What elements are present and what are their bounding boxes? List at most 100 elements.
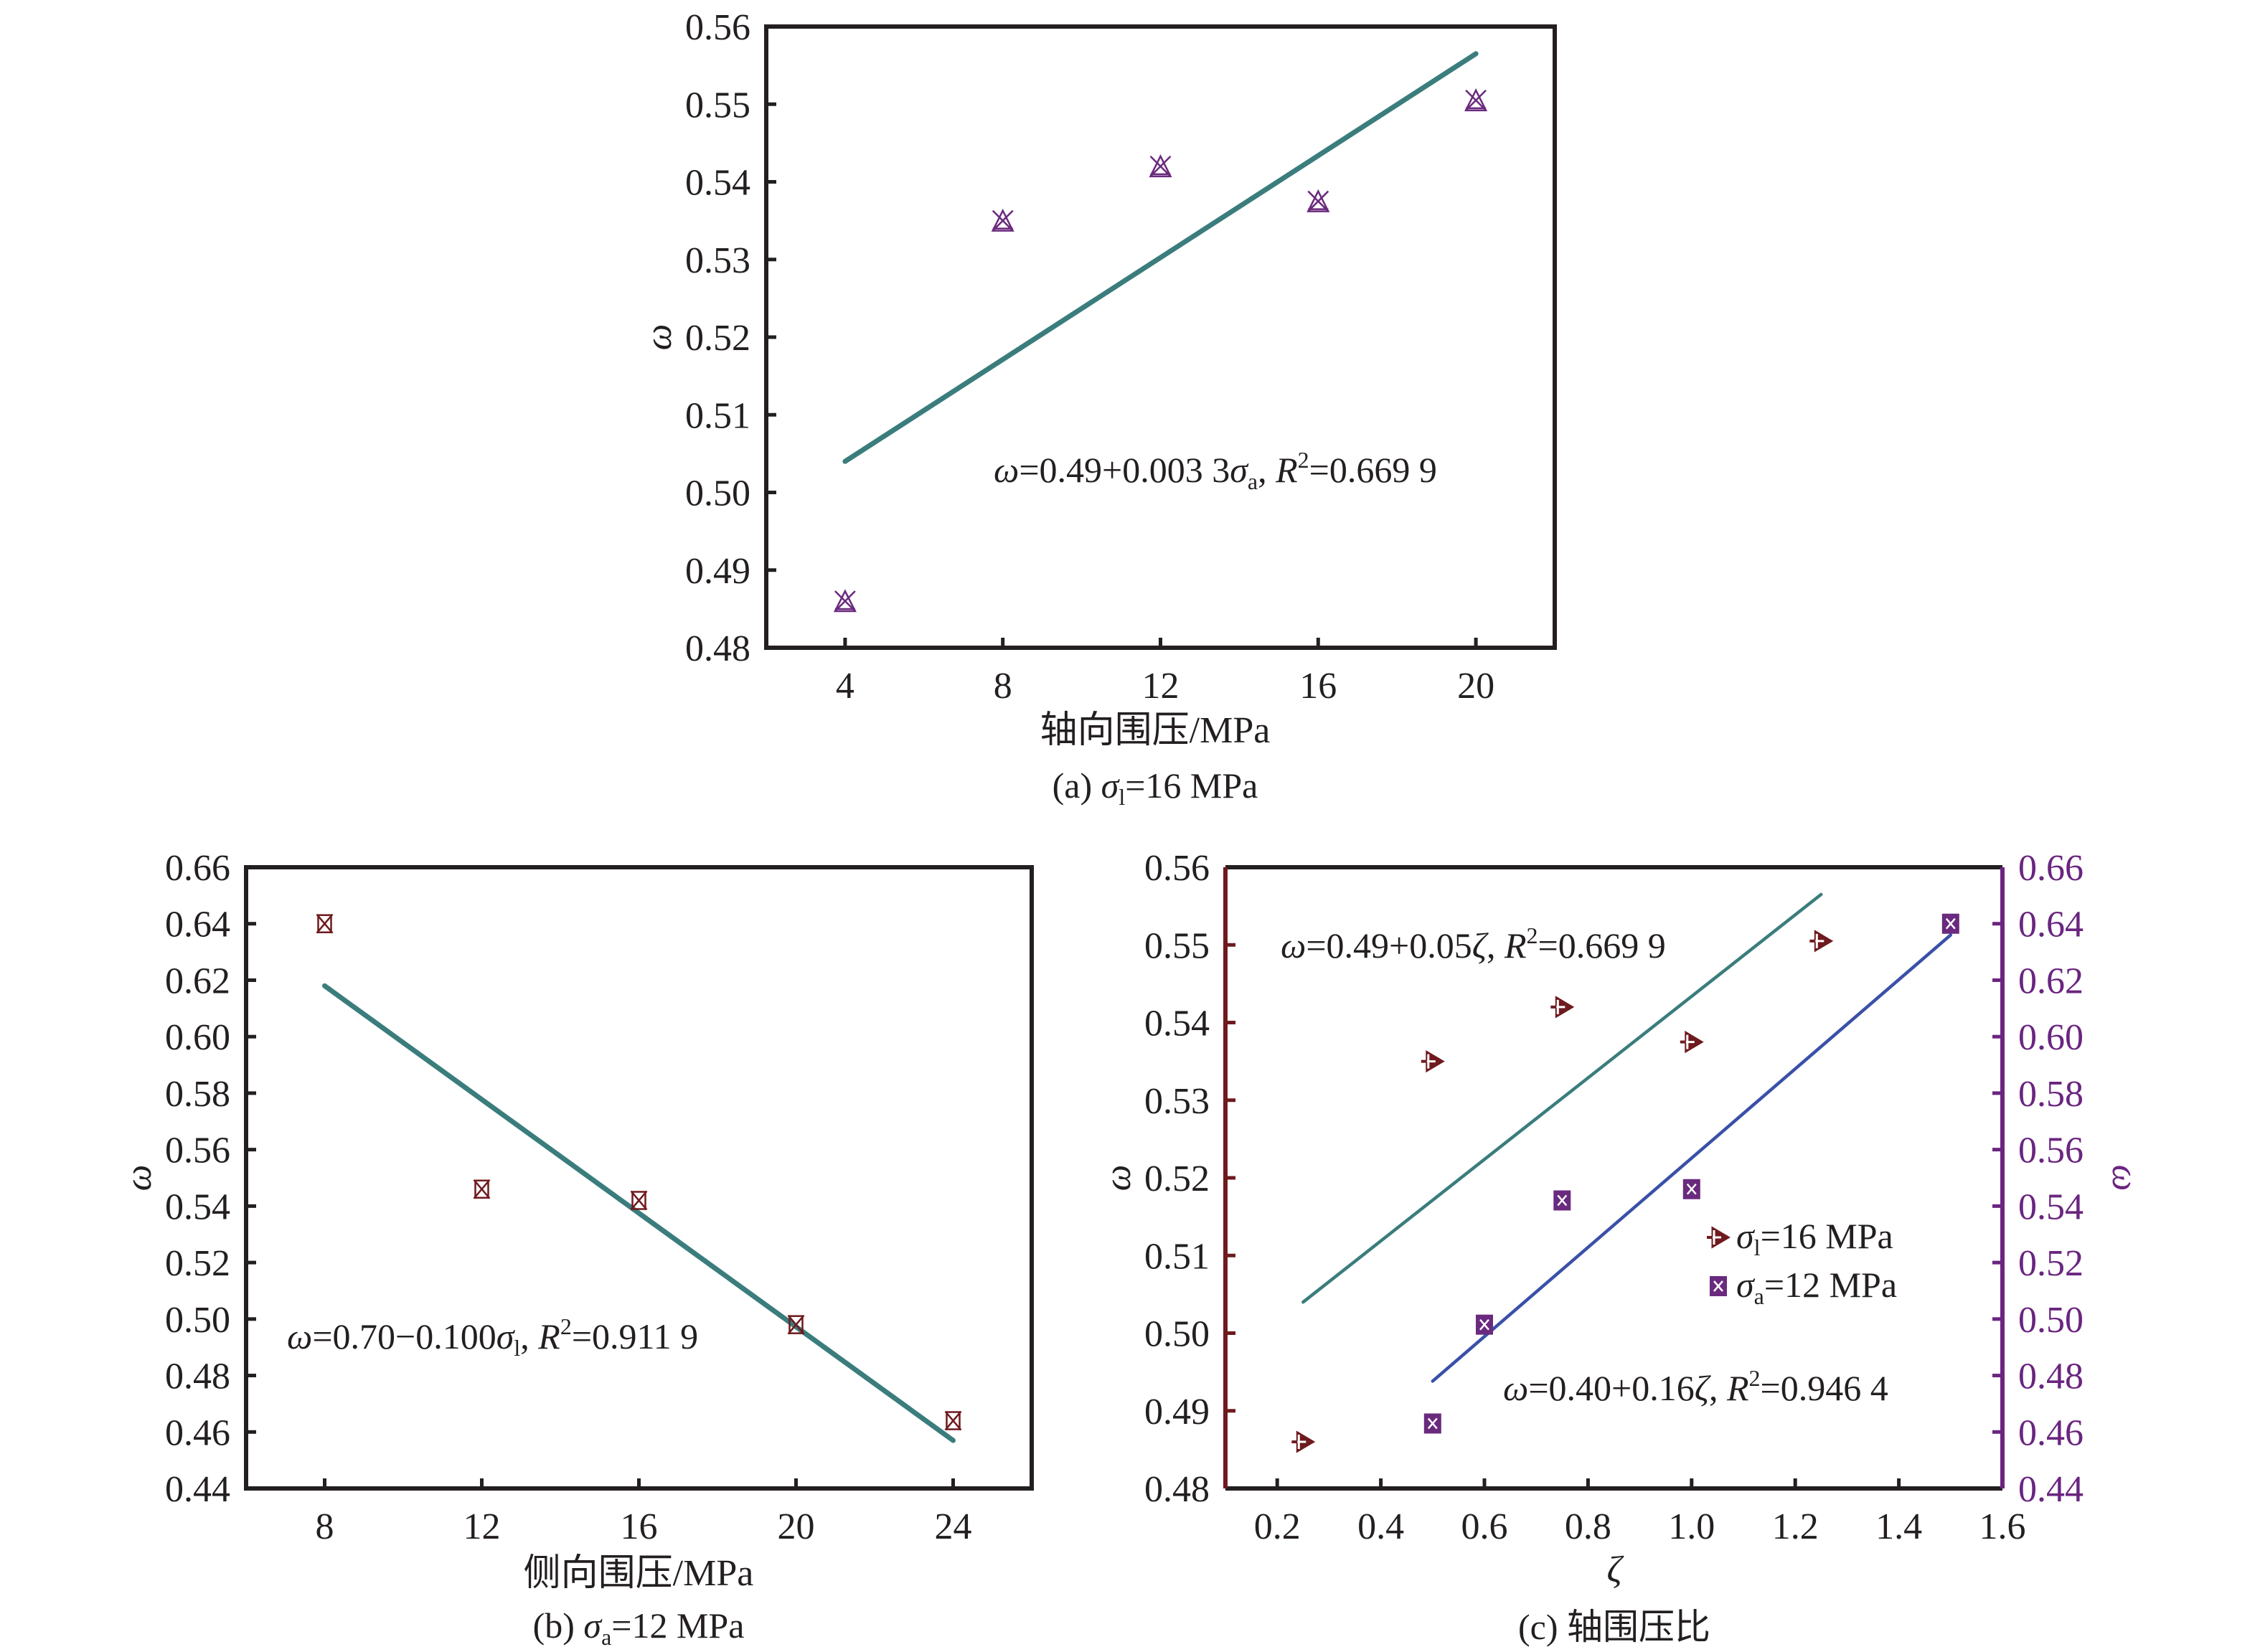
eq-omega: ω [1281,925,1306,966]
panel-c-right-ytick-label: 0.44 [2018,1469,2084,1510]
panel-c-right-ytick-label: 0.64 [2018,905,2084,945]
eq-sigma: σ [1230,450,1249,490]
eq-body: =0.49+0.05 [1306,925,1472,966]
data-point-series-2 [1553,1190,1571,1211]
panel-c-xtick-label: 0.6 [1461,1506,1508,1547]
panel-c-left-ytick-label: 0.48 [1144,1469,1210,1510]
eq-sup: 2 [1749,1365,1761,1391]
panel-b-xtick-label: 8 [316,1506,334,1547]
data-point-series-2 [1476,1314,1493,1335]
panel-c-right-ytick-label: 0.60 [2018,1017,2084,1058]
panel-a-ytick-label: 0.49 [685,551,750,592]
panel-b-ytick-label: 0.58 [165,1074,230,1115]
panel-c-left-ytick-label: 0.55 [1144,925,1210,966]
panel-b-ytick-label: 0.60 [165,1017,230,1058]
caption-prefix: (a) [1053,765,1101,806]
eq-r: R [1504,925,1527,966]
eq-omega: ω [994,450,1019,490]
panel-c-right-ytick-label: 0.54 [2018,1186,2084,1227]
eq-tail: =0.669 9 [1538,925,1666,966]
panel-a-ytick-label: 0.53 [685,240,750,281]
data-point-series-1 [1291,1430,1316,1453]
eq-tail: =0.669 9 [1309,450,1437,490]
panel-c-left-ytick-label: 0.56 [1144,848,1210,889]
legend-sigma: σ [1736,1216,1756,1256]
panel-b-xtick-label: 16 [621,1506,658,1547]
panel-a-caption: (a) σl=16 MPa [1053,765,1258,810]
data-point-series-1 [1809,930,1834,953]
legend-marker-triangle-icon [1707,1226,1731,1249]
panel-c-xtick-label: 1.6 [1979,1506,2026,1547]
eq-mid: , [1258,450,1276,490]
panel-c-right-ytick-label: 0.48 [2018,1356,2084,1397]
panel-a-equation: ω=0.49+0.003 3σa, R2=0.669 9 [994,447,1437,494]
eq-mid: , [1709,1368,1727,1408]
panel-b-frame [244,865,1034,1491]
panel-c-ylabel-right: ω [2104,1165,2145,1191]
data-point-series-2 [1941,913,1959,934]
panel-c-equation-1: ω=0.49+0.05ζ, R2=0.669 9 [1281,922,1666,966]
data-point [944,1410,962,1431]
panel-b-ytick-label: 0.54 [165,1186,230,1227]
eq-r: R [1275,450,1298,490]
fit-line-blue [1431,933,1953,1383]
panel-b-ytick-label: 0.48 [165,1356,230,1397]
panel-b-marks [316,913,962,1443]
panel-c-right-ytick-label: 0.52 [2018,1243,2084,1284]
panel-b-xtick-label: 20 [778,1506,815,1547]
eq-tail: =0.911 9 [572,1316,698,1356]
panel-a-xtick-label: 12 [1142,666,1180,707]
legend-suffix: =12 MPa [1764,1265,1897,1305]
panel-b-equation: ω=0.70−0.100σl, R2=0.911 9 [287,1313,698,1361]
panel-c-right-ytick-label: 0.56 [2018,1131,2084,1171]
panel-a-ytick-label: 0.50 [685,473,750,514]
panel-a-ticks: 0.48 0.49 0.50 0.51 0.52 0.53 0.54 0.55 0.56 4 8 12… [685,7,1494,707]
legend-suffix: =16 MPa [1761,1216,1893,1256]
caption-sigma: σ [583,1605,603,1646]
panel-c-left-ytick-label: 0.53 [1144,1081,1210,1122]
data-point [991,208,1014,232]
panel-c-equation-2: ω=0.40+0.16ζ, R2=0.946 4 [1503,1365,1888,1408]
eq-tail: =0.946 4 [1761,1368,1888,1408]
panel-c-xtick-label: 1.0 [1668,1506,1715,1547]
data-point [787,1314,805,1335]
eq-omega: ω [287,1316,312,1356]
data-point-series-2 [1423,1413,1441,1434]
panel-a-frame [764,24,1557,650]
panel-c-xtick-label: 0.2 [1254,1506,1301,1547]
eq-r: R [1726,1368,1749,1408]
panel-b-ytick-label: 0.56 [165,1131,230,1171]
legend-sigma: σ [1736,1265,1756,1305]
panel-a-xtick-label: 20 [1457,666,1494,707]
eq-body: =0.70−0.100 [312,1316,496,1356]
panel-a-xtick-label: 16 [1299,666,1337,707]
panel-c-right-ytick-label: 0.58 [2018,1074,2084,1115]
caption-suffix: =12 MPa [611,1605,744,1646]
legend-marker-square-icon [1710,1276,1727,1296]
eq-sup: 2 [1298,447,1309,473]
data-point [1149,154,1172,178]
legend-sub: a [1754,1283,1764,1309]
panel-b-xlabel: 侧向围压/MPa [524,1553,754,1594]
legend-marker [1707,1226,1731,1249]
panel-c-caption: (c) 轴围压比 [1518,1607,1710,1647]
eq-sigma: σ [496,1316,516,1356]
panel-b-xtick-label: 24 [935,1506,972,1547]
panel-c-marks [1291,892,1959,1453]
panel-c-ylabel-left: ω [1098,1165,1139,1191]
panel-b-ytick-label: 0.44 [165,1469,230,1510]
eq-mid: , [1487,925,1505,966]
panel-a-ytick-label: 0.48 [685,628,750,669]
data-point-series-1 [1680,1030,1704,1054]
caption-sigma: σ [1101,765,1121,806]
panel-a: 0.48 0.49 0.50 0.51 0.52 0.53 0.54 0.55 0.56 4 8 12… [639,7,1557,810]
fit-line [322,983,956,1443]
data-point-series-1 [1421,1050,1445,1073]
legend-marker [1710,1276,1727,1296]
panel-b-ylabel: ω [118,1165,159,1191]
panel-b-ytick-label: 0.46 [165,1412,230,1453]
eq-omega: ω [1503,1368,1528,1408]
eq-body: =0.49+0.003 3 [1019,450,1230,490]
legend-label-2: σa=12 MPa [1736,1265,1897,1309]
